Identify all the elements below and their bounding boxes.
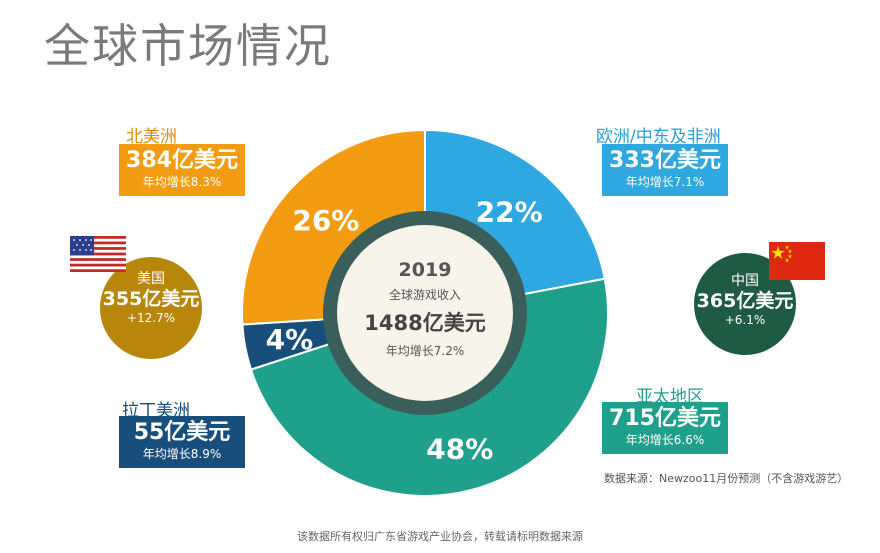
country-circle-usa: 美国 355亿美元 +12.7% [100,257,202,359]
slice-label-2: 4% [266,323,314,356]
region-growth-emea: 年均增长7.1% [625,175,705,189]
country-growth-china: +6.1% [724,313,766,327]
region-growth-latam: 年均增长8.9% [142,447,222,461]
data-source-note: 数据来源：Newzoo11月份预测（不含游戏游艺） [604,472,849,485]
page-title: 全球市场情况 [44,19,332,73]
center-disc [337,225,513,401]
country-name-usa: 美国 [137,271,165,287]
china-flag-icon [769,242,825,280]
region-name-north-america: 北美洲 [126,127,177,147]
region-box-north-america: 384亿美元 年均增长8.3% [119,144,245,196]
country-amount-usa: 355亿美元 [102,288,200,310]
region-growth-apac: 年均增长6.6% [625,433,705,447]
region-box-latam: 55亿美元 年均增长8.9% [119,416,245,468]
center-label: 全球游戏收入 [389,287,461,302]
slice-label-3: 26% [292,204,359,237]
region-name-emea: 欧洲/中东及非洲 [596,127,721,147]
region-amount-north-america: 384亿美元 [126,148,238,173]
center-growth: 年均增长7.2% [386,344,465,358]
country-growth-usa: +12.7% [126,311,176,325]
region-amount-apac: 715亿美元 [609,406,721,431]
copyright-footer: 该数据所有权归广东省游戏产业协会，转载请标明数据来源 [297,530,583,543]
region-amount-emea: 333亿美元 [609,148,721,173]
center-year: 2019 [399,259,452,281]
region-box-emea: 333亿美元 年均增长7.1% [602,144,728,196]
center-amount: 1488亿美元 [364,311,485,335]
region-growth-north-america: 年均增长8.3% [142,175,222,189]
slice-label-1: 48% [426,433,493,466]
region-box-apac: 715亿美元 年均增长6.6% [602,402,728,454]
country-circle-china: 中国 365亿美元 +6.1% [694,253,796,355]
slice-label-0: 22% [476,195,543,228]
region-amount-latam: 55亿美元 [133,420,231,445]
country-name-china: 中国 [731,273,759,289]
country-amount-china: 365亿美元 [696,290,794,312]
us-flag-icon [70,236,126,272]
